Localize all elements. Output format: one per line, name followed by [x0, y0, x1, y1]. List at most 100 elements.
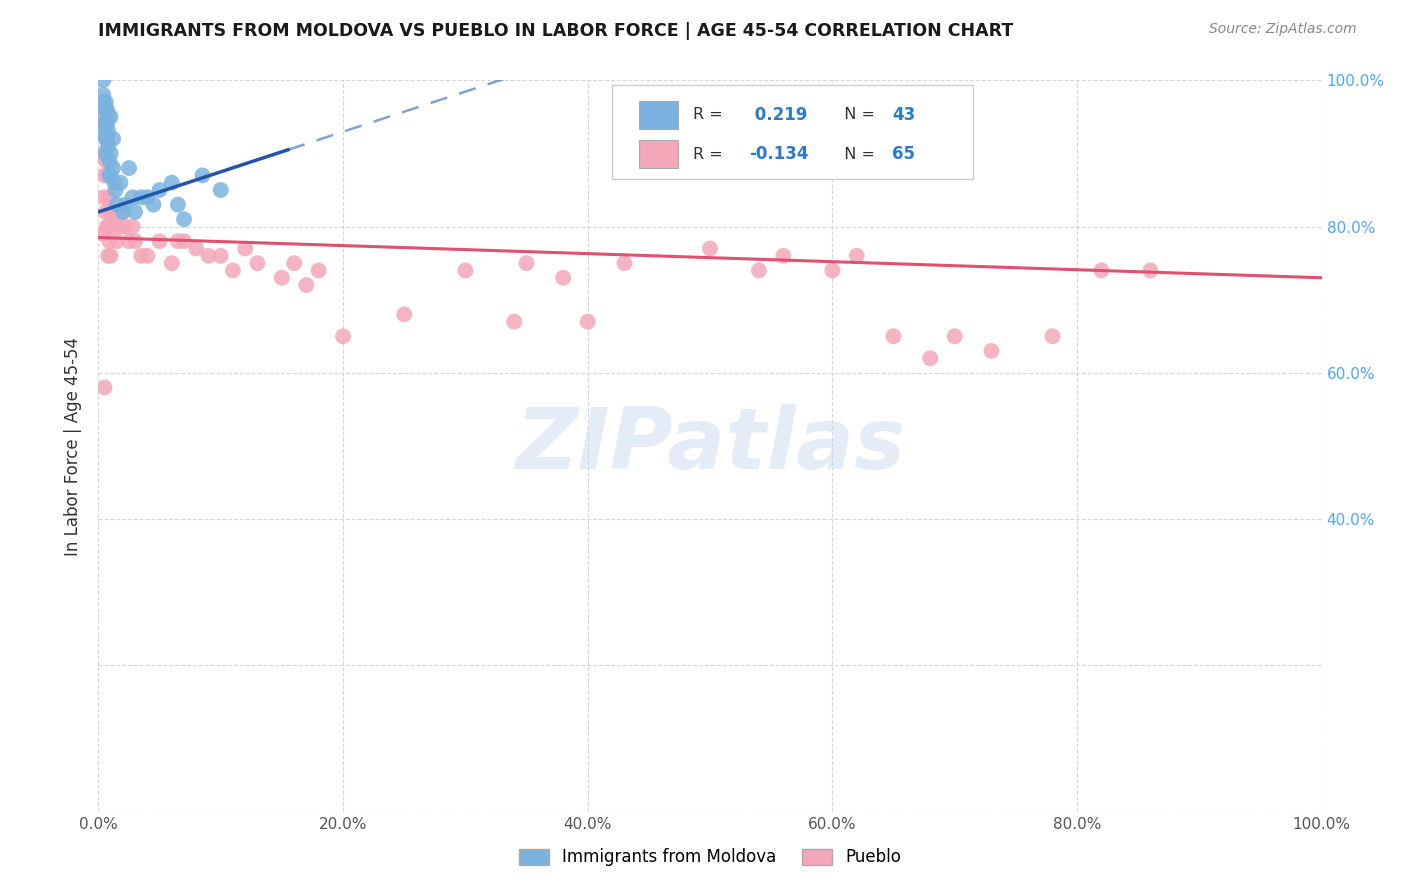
- Point: [392, 307, 416, 321]
- Point: [91, 87, 114, 102]
- Point: [94, 103, 117, 117]
- Point: [149, 234, 172, 248]
- Point: [97, 190, 120, 204]
- Point: [209, 183, 232, 197]
- Text: Source: ZipAtlas.com: Source: ZipAtlas.com: [1209, 22, 1357, 37]
- Text: R =: R =: [693, 147, 728, 161]
- Point: [94, 153, 117, 168]
- Point: [91, 103, 114, 117]
- Point: [91, 124, 114, 138]
- Point: [454, 263, 477, 277]
- Point: [1090, 263, 1112, 277]
- Point: [97, 219, 120, 234]
- Point: [553, 270, 575, 285]
- FancyBboxPatch shape: [612, 86, 973, 179]
- Point: [91, 146, 114, 161]
- Point: [100, 205, 122, 219]
- Point: [91, 95, 114, 110]
- Point: [186, 242, 208, 256]
- Point: [821, 263, 844, 277]
- Point: [91, 117, 114, 131]
- Point: [94, 132, 117, 146]
- Point: [233, 242, 256, 256]
- Point: [111, 205, 134, 219]
- Point: [98, 153, 121, 168]
- Point: [118, 234, 141, 248]
- Point: [96, 117, 118, 131]
- Point: [515, 256, 537, 270]
- Point: [197, 249, 219, 263]
- Point: [118, 161, 141, 175]
- Point: [97, 124, 120, 138]
- Point: [110, 176, 132, 190]
- Point: [136, 190, 159, 204]
- Point: [121, 219, 143, 234]
- Point: [111, 205, 134, 219]
- Point: [129, 249, 152, 263]
- Point: [748, 263, 770, 277]
- Text: 65: 65: [893, 145, 915, 163]
- Point: [101, 161, 124, 175]
- Point: [772, 249, 794, 263]
- Text: R =: R =: [693, 107, 728, 122]
- Point: [103, 219, 125, 234]
- Point: [191, 169, 214, 183]
- Point: [114, 219, 136, 234]
- Point: [96, 219, 118, 234]
- Point: [160, 256, 183, 270]
- Point: [1139, 263, 1161, 277]
- Point: [270, 270, 294, 285]
- Point: [96, 103, 118, 117]
- Point: [173, 212, 195, 227]
- Point: [100, 249, 122, 263]
- Point: [105, 234, 128, 248]
- FancyBboxPatch shape: [640, 101, 678, 128]
- Point: [114, 197, 136, 211]
- Point: [100, 169, 122, 183]
- FancyBboxPatch shape: [640, 140, 678, 169]
- Point: [576, 315, 599, 329]
- Text: 43: 43: [893, 106, 915, 124]
- Point: [1042, 329, 1064, 343]
- Point: [943, 329, 966, 343]
- Point: [699, 242, 721, 256]
- Point: [613, 256, 636, 270]
- Point: [98, 234, 121, 248]
- Point: [107, 205, 129, 219]
- Point: [96, 132, 118, 146]
- Point: [160, 176, 183, 190]
- Point: [94, 117, 117, 131]
- Point: [93, 169, 115, 183]
- Point: [93, 380, 115, 394]
- Point: [980, 343, 1002, 358]
- Y-axis label: In Labor Force | Age 45-54: In Labor Force | Age 45-54: [65, 336, 83, 556]
- Point: [283, 256, 305, 270]
- Text: IMMIGRANTS FROM MOLDOVA VS PUEBLO IN LABOR FORCE | AGE 45-54 CORRELATION CHART: IMMIGRANTS FROM MOLDOVA VS PUEBLO IN LAB…: [98, 22, 1014, 40]
- Point: [295, 278, 318, 293]
- Point: [91, 73, 114, 87]
- Point: [149, 183, 172, 197]
- Point: [613, 164, 636, 178]
- Point: [98, 190, 121, 204]
- Text: -0.134: -0.134: [749, 145, 808, 163]
- Legend: Immigrants from Moldova, Pueblo: Immigrants from Moldova, Pueblo: [512, 841, 908, 873]
- Point: [97, 249, 120, 263]
- Text: ZIPatlas: ZIPatlas: [515, 404, 905, 488]
- Point: [308, 263, 330, 277]
- Point: [136, 249, 159, 263]
- Point: [222, 263, 245, 277]
- Point: [100, 146, 122, 161]
- Point: [91, 190, 114, 204]
- Point: [845, 249, 868, 263]
- Point: [96, 169, 118, 183]
- Point: [101, 205, 124, 219]
- Point: [503, 315, 526, 329]
- Point: [124, 234, 146, 248]
- Point: [167, 234, 190, 248]
- Text: N =: N =: [834, 107, 880, 122]
- Point: [173, 234, 195, 248]
- Point: [93, 110, 115, 124]
- Point: [101, 132, 124, 146]
- Point: [94, 95, 117, 110]
- Point: [91, 227, 114, 241]
